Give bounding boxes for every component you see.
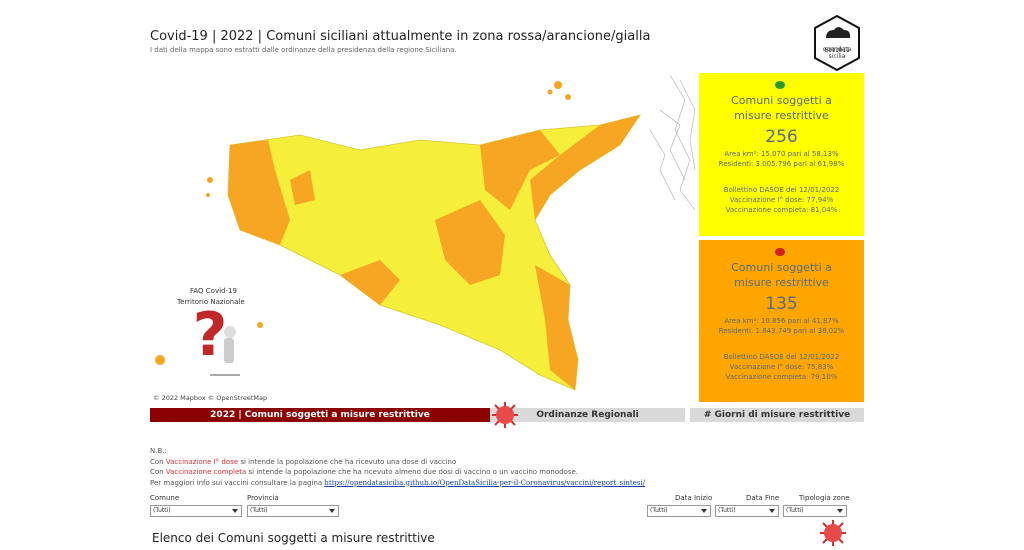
virus-icon xyxy=(820,520,846,546)
panel-text: Bollettino DASOE del 12/01/2022 xyxy=(723,353,840,361)
filter-label: Provincia xyxy=(247,494,279,502)
orange-panel: Comuni soggetti a misure restrittive 135… xyxy=(699,240,864,402)
tab[interactable]: Ordinanze Regionali xyxy=(490,408,685,422)
link[interactable]: https://opendatasicilia.github.io/OpenDa… xyxy=(324,478,646,487)
panel-title: Comuni soggetti a misure restrittive xyxy=(731,261,832,289)
note: Per maggiori info sui vaccini consultare… xyxy=(150,478,645,489)
pin xyxy=(775,81,785,89)
panel-text: Vaccinazione I° dose: 77,94% xyxy=(729,196,834,204)
svg-text:?: ? xyxy=(193,300,228,370)
panel-count: 256 xyxy=(765,127,798,147)
logo: 0111011 xyxy=(814,14,860,72)
tab[interactable]: 2022 | Comuni soggetti a misure restritt… xyxy=(150,408,490,422)
filter-label: Tipologia zone xyxy=(799,494,850,502)
note: Con Vaccinazione I° dose si intende la p… xyxy=(150,457,645,468)
note-text: Per maggiori info sui vaccini consultare… xyxy=(150,478,323,487)
panel-text: Area km²: 15.070 pari al 58,13% xyxy=(724,150,839,158)
logo-text: opendata sicilia xyxy=(822,46,852,60)
note-highlight: Vaccinazione I° dose xyxy=(165,457,239,466)
panel-text: Bollettino DASOE del 12/01/2022 xyxy=(723,186,840,194)
map-credit: © 2022 Mapbox © OpenStreetMap xyxy=(153,394,268,402)
filter-label: Data Inizio xyxy=(675,494,713,502)
note-text: si intende la popolazione che ha ricevut… xyxy=(238,457,457,466)
panel-text: Residenti: 1.843.749 pari al 38,02% xyxy=(718,327,845,335)
filter-label: Data Fine xyxy=(746,494,780,502)
panel-count: 135 xyxy=(765,294,798,314)
panel-text: Vaccinazione I° dose: 75,83% xyxy=(729,363,834,371)
filter-select[interactable]: (Tutti) xyxy=(647,505,711,517)
note-highlight: Vaccinazione completa xyxy=(165,468,247,476)
note: N.B.: xyxy=(150,447,167,455)
panel-title: Comuni soggetti a misure restrittive xyxy=(731,94,832,122)
map: ? xyxy=(155,74,695,391)
yellow-panel: Comuni soggetti a misure restrittive 256… xyxy=(699,73,864,236)
filter-select[interactable]: (Tutti) xyxy=(150,505,242,517)
filter-select[interactable]: (Tutti) xyxy=(247,505,339,517)
note-text: Con xyxy=(150,468,166,476)
section-title: Elenco dei Comuni soggetti a misure rest… xyxy=(152,531,435,545)
note: Con Vaccinazione completa si intende la … xyxy=(150,467,645,478)
panel-text: Residenti: 3.005.796 parl al 61,98% xyxy=(718,160,845,168)
filter-select[interactable]: (Tutti) xyxy=(783,505,847,517)
note-text: Con xyxy=(150,457,166,466)
faq-line: FAQ Covid-19 xyxy=(190,287,237,295)
panel-text: Vaccinazione completa: 81,04% xyxy=(725,206,838,214)
notes: N.B.: Con Vaccinazione I° dose si intend… xyxy=(150,446,645,488)
subtitle: I dati della mappa sono estratti dalle o… xyxy=(150,46,457,54)
panel-text: Area km²: 10.856 pari al 41,87% xyxy=(724,317,839,325)
filter-select[interactable]: (Tutti) xyxy=(715,505,779,517)
filter-label: Comune xyxy=(150,494,180,502)
tab[interactable]: # Giorni di misure restrittive xyxy=(690,408,864,422)
title: Covid-19 | 2022 | Comuni siciliani attua… xyxy=(150,29,651,44)
note-text: si intende la popolazione che ha ricevut… xyxy=(246,468,579,476)
svg-text:0111011: 0111011 xyxy=(824,47,850,54)
panel-text: Vaccinazione completa: 79,10% xyxy=(725,373,838,381)
faq-line: Territorio Nazionale xyxy=(177,298,245,306)
pin xyxy=(775,248,785,256)
virus-icon xyxy=(492,402,518,428)
